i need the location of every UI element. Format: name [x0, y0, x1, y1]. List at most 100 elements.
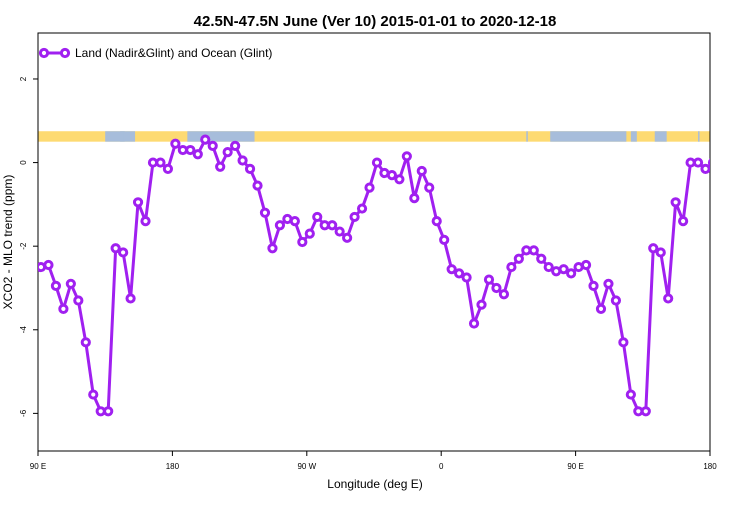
- data-point: [468, 318, 480, 329]
- data-point: [431, 216, 442, 227]
- data-point: [327, 220, 338, 231]
- data-point: [401, 151, 412, 162]
- data-point: [670, 197, 681, 208]
- data-point: [73, 295, 84, 306]
- data-point: [394, 174, 405, 185]
- data-point: [506, 261, 517, 273]
- legend: Land (Nadir&Glint) and Ocean (Glint): [38, 46, 272, 60]
- data-point: [185, 144, 196, 156]
- data-point: [446, 264, 457, 275]
- data-point: [566, 268, 577, 279]
- land-band: [38, 131, 710, 142]
- data-point: [43, 259, 54, 271]
- data-point: [356, 203, 368, 214]
- x-tick-label: 0: [439, 462, 444, 471]
- legend-marker-right: [59, 47, 71, 59]
- data-point: [439, 234, 450, 246]
- x-tick-label: 180: [166, 462, 180, 471]
- x-tick-label: 90 W: [297, 462, 316, 471]
- data-point: [536, 253, 547, 264]
- data-point: [625, 389, 636, 400]
- data-point: [371, 157, 383, 168]
- ocean-band-segment: [123, 131, 136, 142]
- y-axis-label: XCO2 - MLO trend (ppm): [1, 175, 15, 310]
- data-point: [289, 216, 300, 227]
- series-layer: [38, 134, 710, 417]
- ocean-band-segment: [526, 131, 528, 142]
- data-point: [491, 282, 502, 294]
- data-point: [297, 236, 308, 248]
- data-point: [603, 278, 614, 289]
- y-tick-label: 2: [19, 76, 28, 81]
- data-point: [155, 157, 166, 168]
- series-line: [40, 138, 710, 413]
- data-point: [110, 243, 121, 254]
- y-tick-label: -2: [19, 242, 28, 250]
- ocean-band-segment: [550, 131, 627, 142]
- data-point: [648, 243, 659, 254]
- data-point: [192, 149, 203, 160]
- legend-label: Land (Nadir&Glint) and Ocean (Glint): [75, 46, 272, 60]
- data-point: [588, 280, 599, 291]
- data-point: [640, 406, 651, 417]
- data-point: [125, 293, 136, 304]
- data-point: [118, 247, 129, 258]
- ocean-band-segment: [105, 131, 124, 142]
- data-point: [304, 228, 315, 239]
- ocean-band-segment: [698, 131, 700, 142]
- data-point: [700, 163, 710, 174]
- x-tick-label: 180: [703, 462, 717, 471]
- data-point: [200, 134, 211, 145]
- data-point: [513, 253, 524, 264]
- ocean-band-segment: [187, 131, 255, 142]
- data-point: [65, 278, 76, 289]
- data-point: [207, 140, 218, 151]
- data-point: [230, 140, 241, 151]
- data-point: [663, 293, 674, 304]
- legend-marker-left: [38, 47, 50, 59]
- data-point: [88, 389, 99, 400]
- data-point: [543, 261, 554, 273]
- data-point: [678, 216, 689, 227]
- data-point: [454, 268, 465, 279]
- data-point: [252, 180, 263, 191]
- data-point: [215, 161, 226, 172]
- data-point: [364, 182, 375, 193]
- data-point: [244, 163, 256, 174]
- data-point: [461, 272, 472, 283]
- data-point: [103, 406, 114, 417]
- data-point: [222, 147, 233, 158]
- data-point: [80, 337, 91, 348]
- data-point: [312, 211, 323, 223]
- y-tick-label: -6: [19, 409, 28, 417]
- y-tick-label: 0: [19, 160, 28, 165]
- chart-title: 42.5N-47.5N June (Ver 10) 2015-01-01 to …: [194, 13, 557, 30]
- y-tick-label: -4: [19, 326, 28, 334]
- data-point: [692, 157, 704, 168]
- data-point: [558, 264, 569, 275]
- ocean-band-segment: [630, 131, 637, 142]
- data-point: [424, 182, 435, 193]
- data-point: [595, 303, 607, 314]
- data-point: [237, 155, 248, 166]
- plot-frame: [37, 32, 711, 452]
- data-point: [483, 274, 495, 285]
- data-point: [259, 207, 271, 218]
- data-point: [409, 193, 420, 204]
- data-point: [170, 138, 181, 149]
- data-point: [610, 295, 622, 306]
- data-point: [498, 289, 510, 300]
- data-point: [476, 299, 487, 310]
- x-tick-label: 90 E: [567, 462, 583, 471]
- data-point: [528, 245, 539, 256]
- data-point: [50, 280, 62, 291]
- data-point: [162, 163, 174, 174]
- ocean-band-segment: [120, 131, 125, 142]
- data-point: [58, 303, 69, 314]
- data-point: [267, 243, 278, 254]
- data-point: [349, 211, 360, 223]
- land-ocean-band: [38, 131, 710, 142]
- data-point: [342, 232, 353, 243]
